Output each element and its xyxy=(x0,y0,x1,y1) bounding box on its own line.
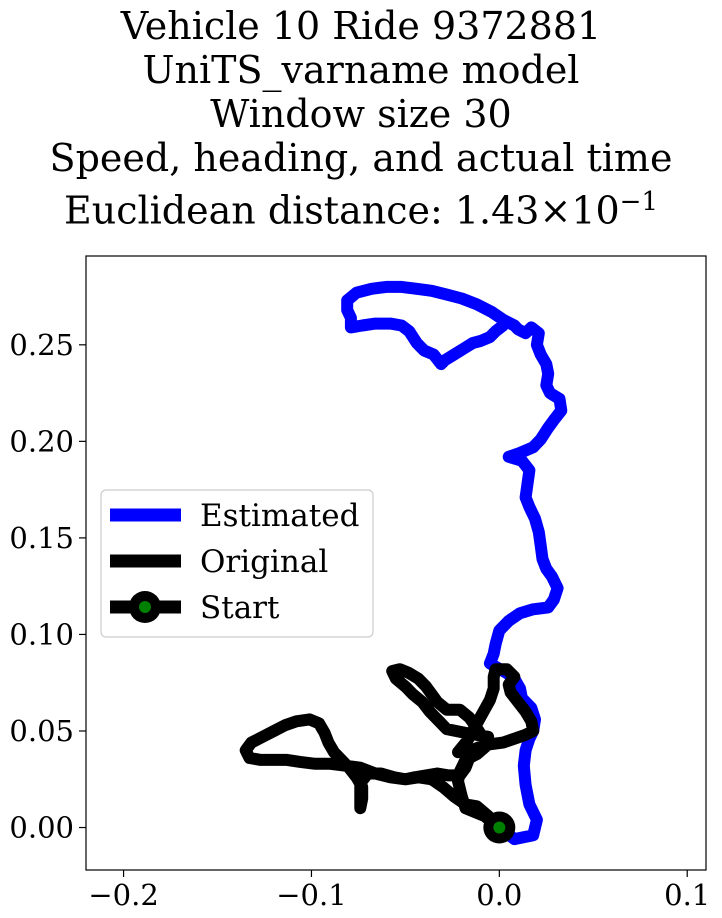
title-line-3: Window size 30 xyxy=(210,92,512,136)
title-metric-times: × xyxy=(539,188,572,233)
x-tick-label: −0.2 xyxy=(88,878,158,912)
series-layer xyxy=(239,280,568,846)
title-line-4: Speed, heading, and actual time xyxy=(49,136,673,180)
legend-label-estimated: Estimated xyxy=(200,498,359,534)
title-metric-base: 10 xyxy=(571,188,620,233)
legend-label-original: Original xyxy=(200,544,328,580)
y-tick-label: 0.20 xyxy=(9,424,74,458)
y-tick-label: 0.00 xyxy=(9,811,74,845)
title-line-2: UniTS_varname model xyxy=(142,48,580,92)
y-tick-label: 0.10 xyxy=(9,617,74,651)
title-metric-exponent: −1 xyxy=(619,187,658,217)
title-line-1: Vehicle 10 Ride 9372881 xyxy=(120,4,602,48)
y-tick-label: 0.25 xyxy=(9,328,74,362)
legend-label-start: Start xyxy=(200,590,280,626)
ticks-layer: −0.2 −0.1 0.0 0.1 0.00 0.05 0.10 0.15 0.20 0.25 xyxy=(9,328,710,912)
chart-title: Vehicle 10 Ride 9372881 UniTS_varname mo… xyxy=(0,4,722,233)
y-tick-label: 0.15 xyxy=(9,521,74,555)
start-marker-inner xyxy=(493,821,506,834)
legend-box xyxy=(100,489,374,638)
series-line-original xyxy=(239,663,540,834)
title-line-5: Euclidean distance: 1.43×10−1 xyxy=(0,180,722,233)
y-tick-label: 0.05 xyxy=(9,714,74,748)
x-tick-label: −0.1 xyxy=(276,878,346,912)
title-metric-label: Euclidean distance: xyxy=(64,188,455,233)
legend-start-marker-inner xyxy=(139,601,151,613)
x-tick-label: 0.0 xyxy=(476,878,522,912)
legend: Estimated Original Start xyxy=(100,489,374,638)
x-tick-label: 0.1 xyxy=(664,878,710,912)
axes-frame xyxy=(85,255,707,871)
title-metric-mantissa: 1.43 xyxy=(454,188,540,233)
